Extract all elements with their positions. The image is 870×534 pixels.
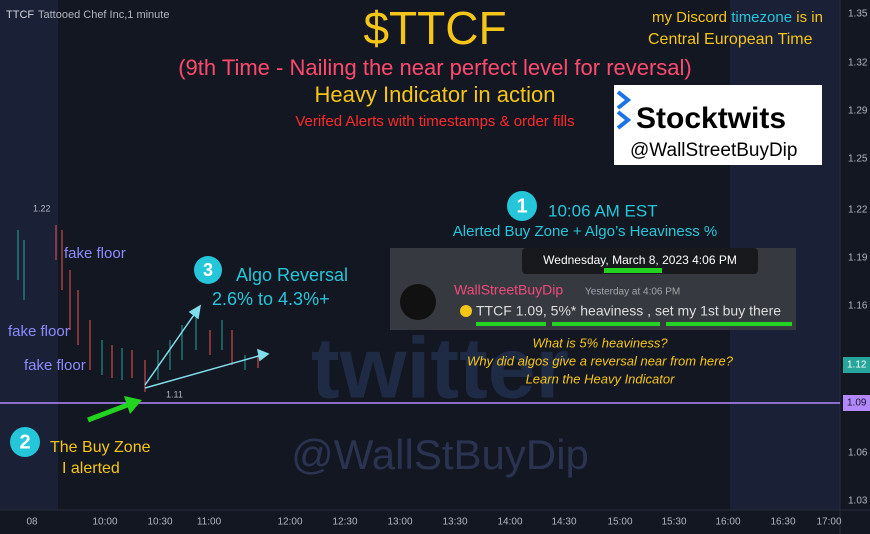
time-tick-label: 16:30	[770, 517, 795, 528]
price-tick-label: 1.29	[848, 106, 868, 117]
time-tick-label: 14:30	[551, 517, 576, 528]
time-tick-label: 11:00	[197, 517, 222, 528]
time-tick-label: 16:00	[715, 517, 740, 528]
underline	[476, 322, 546, 326]
tooltip-text: Wednesday, March 8, 2023 4:06 PM	[543, 253, 737, 267]
username: WallStreetBuyDip	[454, 282, 563, 298]
reversal-arrows	[144, 304, 270, 389]
underline	[552, 322, 660, 326]
badge-number: 2	[19, 431, 30, 453]
question: Why did algos give a reversal near from …	[467, 353, 734, 368]
title: $TTCF	[363, 2, 506, 54]
message-text: TTCF 1.09, 5%* heaviness , set my 1st bu…	[476, 303, 781, 319]
arrow-head	[124, 396, 142, 414]
reversal-text: Algo Reversal	[236, 265, 348, 285]
instrument-name: Tattooed Chef Inc,1 minute	[38, 9, 169, 21]
time-tick-label: 17:00	[816, 517, 841, 528]
watermark-handle: @WallStBuyDip	[291, 431, 589, 478]
fake-floor: fake floor	[64, 245, 126, 262]
time-tick-label: 13:00	[387, 517, 412, 528]
badge-number: 1	[516, 195, 527, 217]
price-tick-label: 1.03	[848, 496, 868, 507]
buy-zone-text: The Buy Zone	[50, 439, 151, 456]
fake-floor: fake floor	[24, 357, 86, 374]
badge-number: 3	[203, 260, 213, 280]
underline	[604, 268, 662, 273]
current-price-badge	[843, 357, 870, 373]
time-tick-label: 15:30	[661, 517, 686, 528]
buy-zone-price: 1.09	[847, 398, 867, 409]
stocktwits-box	[614, 85, 822, 165]
price-tick-label: 1.25	[848, 154, 868, 165]
symbol: TTCF	[6, 9, 34, 21]
discord-note-2: Central European Time	[648, 31, 813, 48]
arrow	[87, 401, 131, 423]
badge	[194, 256, 222, 284]
time-tick-label: 12:00	[277, 517, 302, 528]
fake-floor: fake floor	[8, 323, 70, 340]
question: Learn the Heavy Indicator	[526, 371, 676, 386]
watermark-brand: twitter	[311, 321, 569, 417]
current-price: 1.12	[847, 360, 867, 371]
time-tick-label: 12:30	[332, 517, 357, 528]
text: timezone	[731, 9, 792, 26]
badge	[10, 427, 40, 457]
badge	[507, 191, 537, 221]
stocktwits-brand: Stocktwits	[636, 102, 786, 135]
subtitle-3: Verifed Alerts with timestamps & order f…	[295, 113, 574, 130]
reversal-text: 2.6% to 4.3%+	[212, 289, 330, 309]
session-shade	[0, 0, 58, 510]
question: What is 5% heaviness?	[532, 335, 668, 350]
time-tick-label: 10:30	[147, 517, 172, 528]
subtitle-2: Heavy Indicator in action	[315, 82, 556, 107]
price-tick-label: 1.22	[848, 205, 868, 216]
price-tick-label: 1.16	[848, 301, 868, 312]
alert-text: Alerted Buy Zone + Algo’s Heaviness %	[453, 223, 717, 240]
avatar	[400, 284, 436, 320]
time-tick-label: 14:00	[497, 517, 522, 528]
price-tick-label: 1.32	[848, 58, 868, 69]
text: my Discord	[652, 9, 727, 26]
message-time: Yesterday at 4:06 PM	[585, 287, 680, 298]
underline	[666, 322, 792, 326]
buy-zone-badge	[843, 395, 870, 411]
low-label: 1.11	[166, 389, 183, 399]
tooltip	[522, 248, 758, 274]
bulb-icon	[460, 305, 472, 317]
stocktwits-handle: @WallStreetBuyDip	[630, 140, 797, 161]
buy-zone-text: I alerted	[62, 460, 120, 477]
alert-time: 10:06 AM EST	[548, 201, 658, 220]
high-label: 1.22	[33, 203, 51, 213]
stocktwits-logo	[616, 90, 632, 130]
price-tick-label: 1.35	[848, 9, 868, 20]
discord-note: my Discord timezone is in	[652, 9, 823, 26]
text: is in	[796, 9, 823, 26]
time-tick-label: 13:30	[442, 517, 467, 528]
price-tick-label: 1.06	[848, 448, 868, 459]
time-tick-label: 15:00	[607, 517, 632, 528]
time-tick-label: 08	[26, 517, 38, 528]
subtitle: (9th Time - Nailing the near perfect lev…	[178, 55, 692, 80]
price-tick-label: 1.19	[848, 253, 868, 264]
time-tick-label: 10:00	[92, 517, 117, 528]
